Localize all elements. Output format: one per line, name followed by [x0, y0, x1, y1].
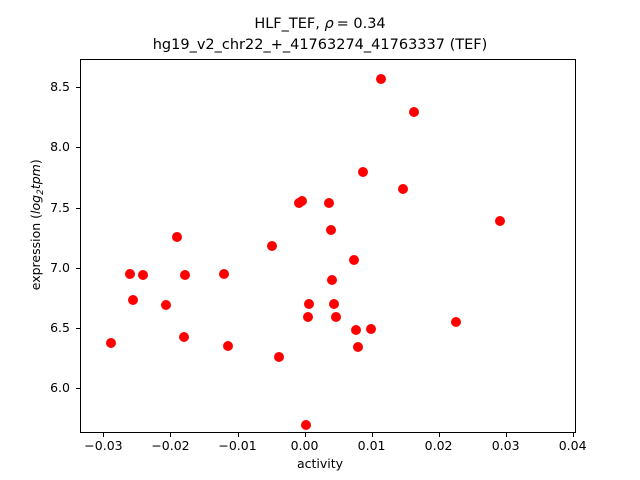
x-tick-label: −0.02 [151, 438, 190, 453]
x-axis-label: activity [296, 456, 344, 471]
y-tick-mark [76, 327, 80, 329]
x-tick-label: −0.01 [218, 438, 257, 453]
x-tick-mark [170, 433, 172, 437]
data-point [179, 270, 190, 281]
data-point [127, 294, 138, 305]
data-point [352, 341, 363, 352]
data-point [397, 184, 408, 195]
data-point [267, 240, 278, 251]
x-tick-mark [237, 433, 239, 437]
x-tick-label: 0.01 [357, 438, 386, 453]
y-tick-label: 6.0 [50, 379, 70, 395]
data-point [494, 215, 505, 226]
data-point [171, 231, 182, 242]
data-point [375, 73, 386, 84]
data-point [297, 195, 308, 206]
data-point [303, 298, 314, 309]
data-point [124, 269, 135, 280]
x-tick-mark [103, 433, 105, 437]
data-point [324, 197, 334, 208]
data-point [357, 167, 368, 178]
data-point [218, 269, 229, 280]
data-point [273, 352, 284, 363]
y-tick-label: 7.5 [50, 199, 70, 215]
data-point [138, 270, 149, 281]
y-tick-mark [76, 207, 80, 209]
y-axis-label-suffix: ) [28, 159, 44, 165]
y-tick-mark [76, 147, 80, 149]
x-tick-mark [438, 433, 440, 437]
x-tick-label: 0.00 [290, 438, 319, 453]
plot-area [80, 59, 576, 433]
y-axis-label-log: log [28, 194, 44, 214]
data-point [366, 324, 377, 335]
x-tick-label: 0.04 [558, 438, 587, 453]
data-point [348, 255, 359, 266]
x-tick-mark [505, 433, 507, 437]
chart-subtitle: hg19_v2_chr22_+_41763274_41763337 (TEF) [152, 37, 488, 53]
x-tick-label: 0.03 [491, 438, 520, 453]
y-tick-label: 6.5 [50, 319, 70, 335]
data-point [409, 107, 420, 118]
data-point [300, 419, 311, 430]
y-tick-label: 8.0 [50, 139, 70, 155]
y-axis-label-prefix: expression ( [28, 213, 44, 291]
x-tick-mark [572, 433, 574, 437]
rho-value: = 0.34 [336, 16, 386, 32]
data-point [350, 324, 361, 335]
y-tick-mark [76, 87, 80, 89]
data-point [327, 275, 338, 286]
y-tick-label: 8.5 [50, 79, 70, 95]
data-point [302, 312, 313, 323]
data-point [178, 332, 189, 343]
data-point [161, 299, 172, 310]
y-axis-label: expression (log2tpm) [28, 38, 46, 412]
y-tick-mark [76, 387, 80, 389]
data-point [326, 224, 336, 235]
x-tick-mark [371, 433, 373, 437]
data-point [328, 299, 339, 310]
chart-title-prefix: HLF_TEF, [254, 16, 325, 32]
rho-symbol: ρ [324, 16, 334, 32]
y-axis-label-sub: 2 [35, 189, 46, 195]
data-point [223, 341, 234, 352]
data-point [451, 317, 462, 328]
y-tick-label: 7.0 [50, 259, 70, 275]
x-tick-label: 0.02 [424, 438, 453, 453]
x-tick-mark [304, 433, 306, 437]
chart-title: HLF_TEF, ρ = 0.34 [0, 14, 640, 35]
y-axis-label-tpm: tpm [28, 164, 44, 190]
y-tick-mark [76, 267, 80, 269]
data-point [106, 337, 117, 348]
data-point [330, 312, 341, 323]
x-tick-label: −0.03 [84, 438, 123, 453]
chart-title-block: HLF_TEF, ρ = 0.34 hg19_v2_chr22_+_417632… [0, 14, 640, 56]
